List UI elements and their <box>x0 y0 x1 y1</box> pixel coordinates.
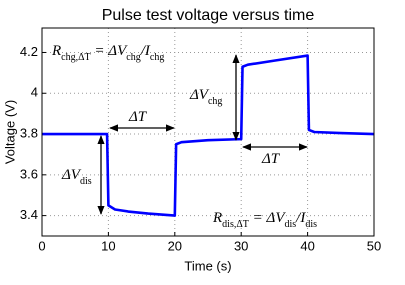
text: ΔV <box>189 87 210 103</box>
data-line <box>42 54 375 217</box>
x-axis-label: Time (s) <box>184 258 231 273</box>
plot <box>42 54 375 217</box>
x-tick-label: 30 <box>234 238 248 253</box>
text: = ΔV <box>91 43 128 59</box>
text: R <box>51 43 61 59</box>
subscript: chg <box>208 96 222 107</box>
subscript: dis <box>284 219 296 230</box>
x-tick-label: 0 <box>38 238 45 253</box>
annotation: ΔT <box>128 109 148 125</box>
annotation: ΔVdis <box>61 167 92 186</box>
text: ΔV <box>61 167 82 183</box>
text: ΔT <box>261 151 281 167</box>
text: /I <box>140 43 151 59</box>
subscript: chg,ΔT <box>61 52 90 63</box>
x-tick-label: 10 <box>101 238 115 253</box>
annotation: Rdis,ΔT = ΔVdis/Idis <box>212 210 317 229</box>
chart-title: Pulse test voltage versus time <box>102 7 315 24</box>
text: ΔT <box>128 109 148 125</box>
subscript: chg <box>150 52 164 63</box>
y-tick-label: 3.8 <box>20 125 38 140</box>
y-tick-label: 4.2 <box>20 44 38 59</box>
x-tick-label: 20 <box>168 238 182 253</box>
plot-frame <box>41 27 375 237</box>
y-tick-label: 3.6 <box>20 166 38 181</box>
y-axis-label: Voltage (V) <box>2 100 17 164</box>
text: R <box>212 210 222 226</box>
subscript: dis <box>305 219 317 230</box>
y-tick-label: 4 <box>31 85 38 100</box>
x-tick-label: 50 <box>367 238 381 253</box>
x-tick-label: 40 <box>300 238 314 253</box>
subscript: chg <box>126 52 140 63</box>
annotation: ΔVchg <box>189 87 222 106</box>
annotation: Rchg,ΔT = ΔVchg/Ichg <box>51 43 164 62</box>
annotation: ΔT <box>261 151 281 167</box>
text: = ΔV <box>249 210 286 226</box>
text: /I <box>295 210 306 226</box>
subscript: dis,ΔT <box>222 219 249 230</box>
subscript: dis <box>80 176 92 187</box>
y-tick-label: 3.4 <box>20 207 38 222</box>
